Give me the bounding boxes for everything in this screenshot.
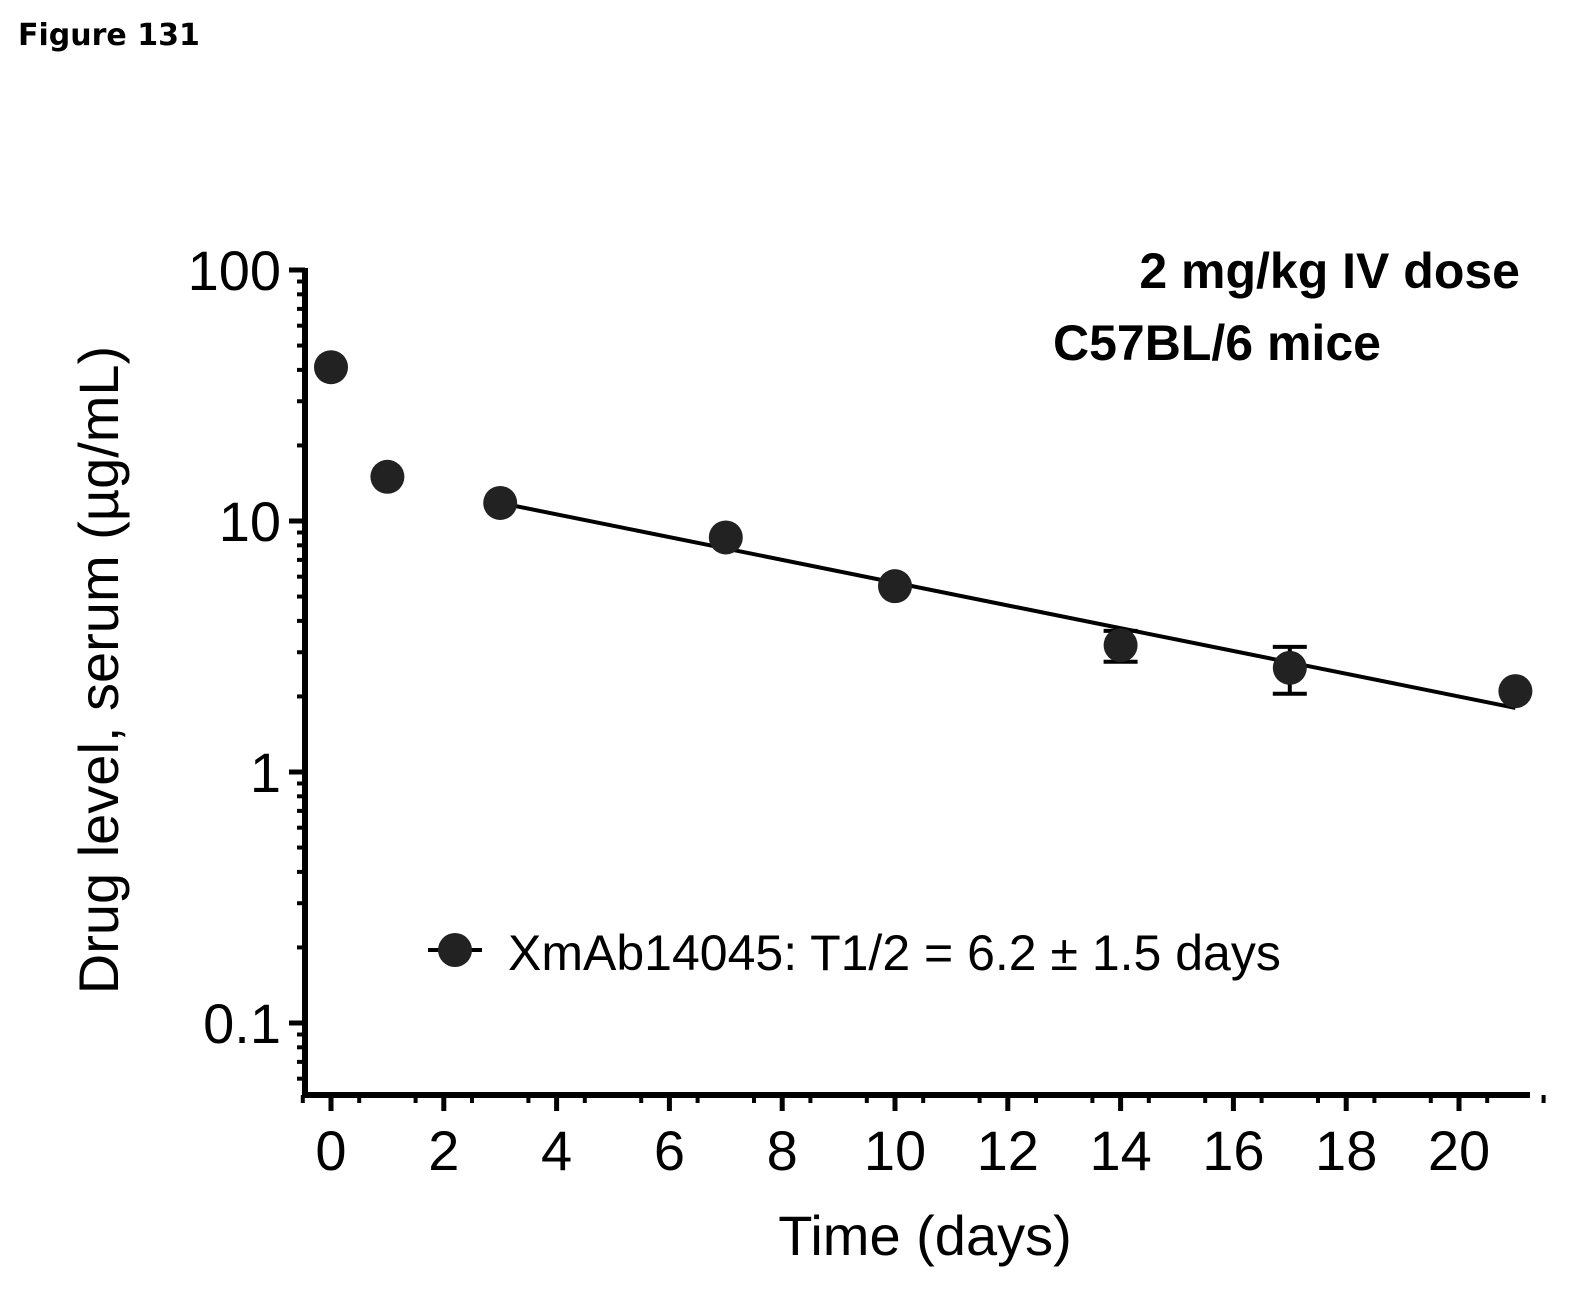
chart-title-line-1: 2 mg/kg IV dose	[1139, 243, 1520, 299]
legend-label: XmAb14045: T1/2 = 6.2 ± 1.5 days	[508, 925, 1281, 981]
chart-title-line-2: C57BL/6 mice	[1053, 315, 1381, 371]
x-tick-label: 12	[977, 1119, 1039, 1182]
data-point	[1104, 628, 1138, 662]
x-tick-label: 10	[864, 1119, 926, 1182]
data-point	[483, 486, 517, 520]
x-tick-label: 20	[1428, 1119, 1490, 1182]
data-point	[370, 460, 404, 494]
legend-marker	[438, 933, 472, 967]
x-tick-label: 6	[654, 1119, 685, 1182]
x-tick-label: 2	[428, 1119, 459, 1182]
fit-line	[500, 503, 1515, 708]
x-tick-label: 0	[315, 1119, 346, 1182]
y-tick-label: 100	[188, 239, 281, 302]
x-axis-label: Time (days)	[778, 1204, 1072, 1267]
pk-chart: 100 10 1 0.1 0 2 4 6 8 10 12 14 16 18 20 2 mg/kg IV do…	[0, 0, 1585, 1301]
y-tick-label: 0.1	[203, 992, 281, 1055]
data-point	[709, 520, 743, 554]
data-point	[1273, 651, 1307, 685]
x-tick-label: 16	[1202, 1119, 1264, 1182]
data-point	[1498, 674, 1532, 708]
x-tick-label: 18	[1315, 1119, 1377, 1182]
y-tick-label: 1	[250, 741, 281, 804]
y-tick-label: 10	[219, 490, 281, 553]
data-point	[878, 569, 912, 603]
x-tick-label: 8	[767, 1119, 798, 1182]
x-tick-label: 14	[1089, 1119, 1151, 1182]
data-point	[314, 350, 348, 384]
y-axis-label: Drug level, serum (µg/mL)	[67, 346, 130, 994]
x-tick-label: 4	[541, 1119, 572, 1182]
legend: XmAb14045: T1/2 = 6.2 ± 1.5 days	[428, 925, 1281, 981]
